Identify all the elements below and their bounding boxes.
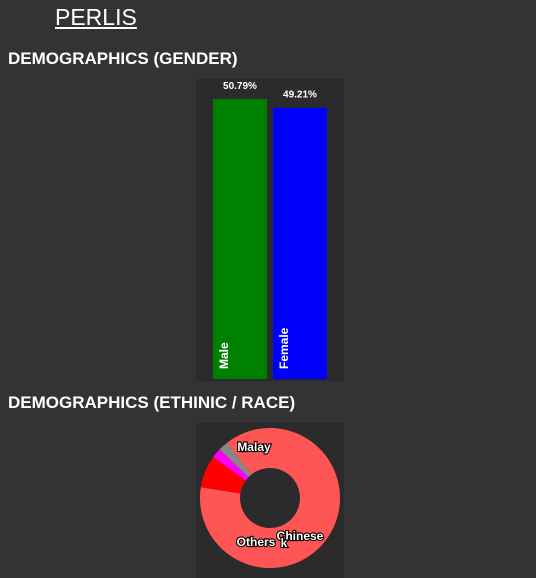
slice-others[interactable] (213, 449, 249, 481)
gender-section-heading: DEMOGRAPHICS (GENDER) (8, 49, 238, 68)
category-label-female: Female (277, 327, 291, 369)
category-label-male: Male (217, 342, 231, 369)
gender-chart-panel: 50.79% Male 49.21% Female (196, 79, 344, 381)
slice-label-chinese: Chinese (277, 529, 324, 543)
race-chart-panel: Malay Chinese Others k (196, 423, 344, 578)
slice-malay[interactable] (200, 428, 340, 568)
slice-label-malay: Malay (237, 440, 271, 454)
race-section-heading: DEMOGRAPHICS (ETHINIC / RACE) (8, 393, 296, 412)
slice-label-others: Others (237, 535, 276, 549)
slice-chinese[interactable] (200, 457, 246, 494)
state-title[interactable]: PERLIS (55, 4, 137, 30)
bar-female[interactable] (273, 107, 327, 379)
bar-male[interactable] (213, 99, 267, 379)
value-label-male: 50.79% (223, 81, 257, 92)
slice-k[interactable] (219, 442, 252, 478)
slice-label-k: k (281, 536, 288, 550)
gender-bar-chart: 50.79% Male 49.21% Female (213, 81, 327, 379)
value-label-female: 49.21% (283, 90, 317, 101)
